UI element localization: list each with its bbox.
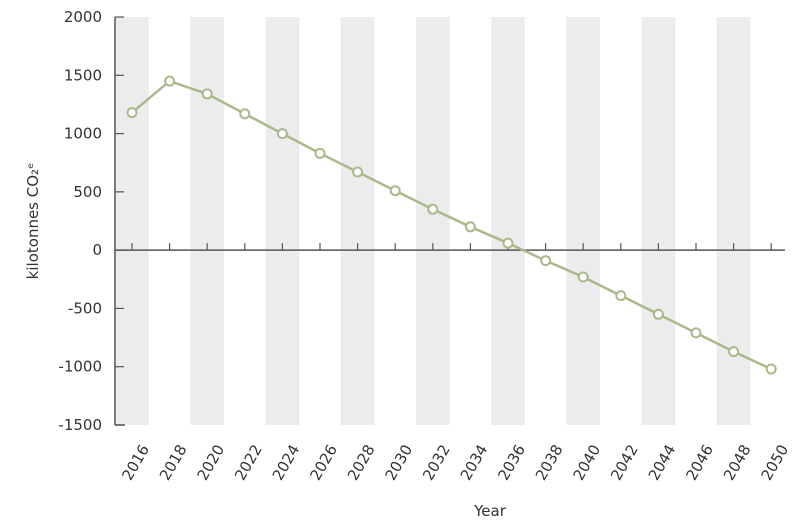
y-axis-ticks: 2000 1500 1000 500 0 -500 -1000 -1500 [58, 8, 124, 434]
y-tick-label: -500 [68, 299, 102, 317]
y-tick-label: 2000 [64, 8, 102, 26]
data-point [765, 363, 777, 375]
background-band [416, 17, 450, 425]
x-tick-label: 2018 [156, 441, 191, 483]
x-tick-label: 2028 [344, 441, 379, 483]
x-tick-label: 2020 [194, 441, 229, 483]
data-point [502, 237, 514, 249]
x-tick-label: 2030 [382, 441, 417, 483]
background-band [340, 17, 375, 425]
data-point [276, 128, 288, 140]
x-tick-label: 2040 [570, 441, 605, 483]
y-tick-label: 0 [92, 241, 102, 259]
x-tick-label: 2050 [758, 441, 793, 483]
background-band [716, 17, 751, 425]
x-tick-label: 2046 [682, 441, 717, 483]
y-tick-label: -1000 [58, 358, 102, 376]
background-band [491, 17, 525, 425]
x-axis-title: Year [473, 502, 507, 520]
y-tick-label: 1000 [64, 125, 102, 143]
background-bands [115, 17, 751, 425]
series-line [131, 79, 772, 371]
data-point [314, 147, 326, 159]
x-tick-label: 2044 [645, 441, 680, 483]
y-tick-label: 500 [73, 183, 102, 201]
data-point [464, 221, 476, 233]
data-point [690, 327, 702, 339]
data-point [126, 107, 138, 119]
x-tick-label: 2048 [720, 441, 755, 483]
background-band [566, 17, 600, 425]
x-tick-label: 2034 [457, 441, 492, 483]
data-point [201, 88, 213, 100]
x-tick-label: 2026 [306, 441, 341, 483]
data-point [389, 185, 401, 197]
x-tick-label: 2038 [532, 441, 567, 483]
series-layer [126, 75, 777, 375]
data-point [615, 290, 627, 302]
data-point [540, 255, 552, 267]
x-tick-label: 2032 [419, 441, 454, 483]
background-band [265, 17, 300, 425]
data-point [352, 166, 364, 178]
y-tick-label: 1500 [64, 66, 102, 84]
background-band [190, 17, 224, 425]
data-point [728, 346, 740, 358]
background-band [641, 17, 676, 425]
background-band [115, 17, 149, 425]
x-tick-label: 2016 [118, 441, 153, 483]
x-tick-label: 2024 [269, 441, 304, 483]
x-tick-label: 2036 [494, 441, 529, 483]
y-tick-label: -1500 [58, 416, 102, 434]
y-axis-title: kilotonnes CO₂ᵉ [24, 163, 42, 280]
data-point [427, 203, 439, 215]
data-point [164, 75, 176, 87]
x-tick-label: 2022 [231, 441, 266, 483]
data-point [577, 271, 589, 283]
data-point [652, 308, 664, 320]
data-point [239, 108, 251, 120]
x-tick-label: 2042 [607, 441, 642, 483]
